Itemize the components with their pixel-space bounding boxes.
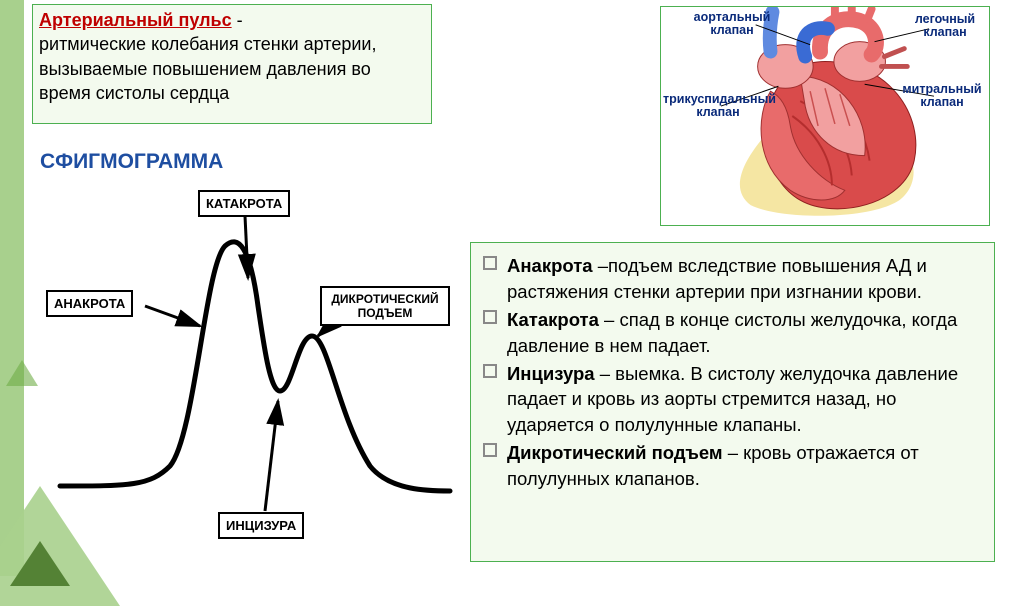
definition-item: Анакрота –подъем вследствие повышения АД… — [507, 253, 980, 305]
label-catacrota: КАТАКРОТА — [198, 190, 290, 217]
pulse-definition-box: Артериальный пульс - ритмические колебан… — [32, 4, 432, 124]
bullet-icon — [483, 256, 497, 270]
definition-item: Катакрота – спад в конце систолы желудоч… — [507, 307, 980, 359]
definition-item: Дикротический подъем – кровь отражается … — [507, 440, 980, 492]
definition-item: Инцизура – выемка. В систолу желудочка д… — [507, 361, 980, 439]
pulse-definition-text: ритмические колебания стенки артерии, вы… — [39, 34, 376, 103]
bullet-icon — [483, 443, 497, 457]
term: Инцизура — [507, 363, 595, 384]
sphygmogram-title: СФИГМОГРАММА — [40, 150, 223, 174]
decorative-triangle — [10, 541, 70, 586]
bullet-icon — [483, 364, 497, 378]
dash: - — [232, 10, 243, 30]
sphygmogram-svg — [40, 186, 460, 546]
heart-diagram: аортальный клапан легочный клапан трикус… — [660, 6, 990, 226]
heart-label-mitral: митральный клапан — [897, 83, 987, 109]
wave-definitions-box: Анакрота –подъем вследствие повышения АД… — [470, 242, 995, 562]
label-incisura: ИНЦИЗУРА — [218, 512, 304, 539]
bullet-icon — [483, 310, 497, 324]
term: Дикротический подъем — [507, 442, 723, 463]
term: Анакрота — [507, 255, 593, 276]
pulse-term: Артериальный пульс — [39, 10, 232, 30]
term: Катакрота — [507, 309, 599, 330]
label-anacrota: АНАКРОТА — [46, 290, 133, 317]
heart-label-tricuspid: трикуспидальный клапан — [663, 93, 773, 119]
label-dicrotic: ДИКРОТИЧЕСКИЙ ПОДЪЕМ — [320, 286, 450, 326]
decorative-triangle — [6, 360, 38, 386]
heart-label-pulmonary: легочный клапан — [905, 13, 985, 39]
heart-label-aortic: аортальный клапан — [687, 11, 777, 37]
sphygmogram-graph: КАТАКРОТА АНАКРОТА ДИКРОТИЧЕСКИЙ ПОДЪЕМ … — [40, 186, 460, 546]
